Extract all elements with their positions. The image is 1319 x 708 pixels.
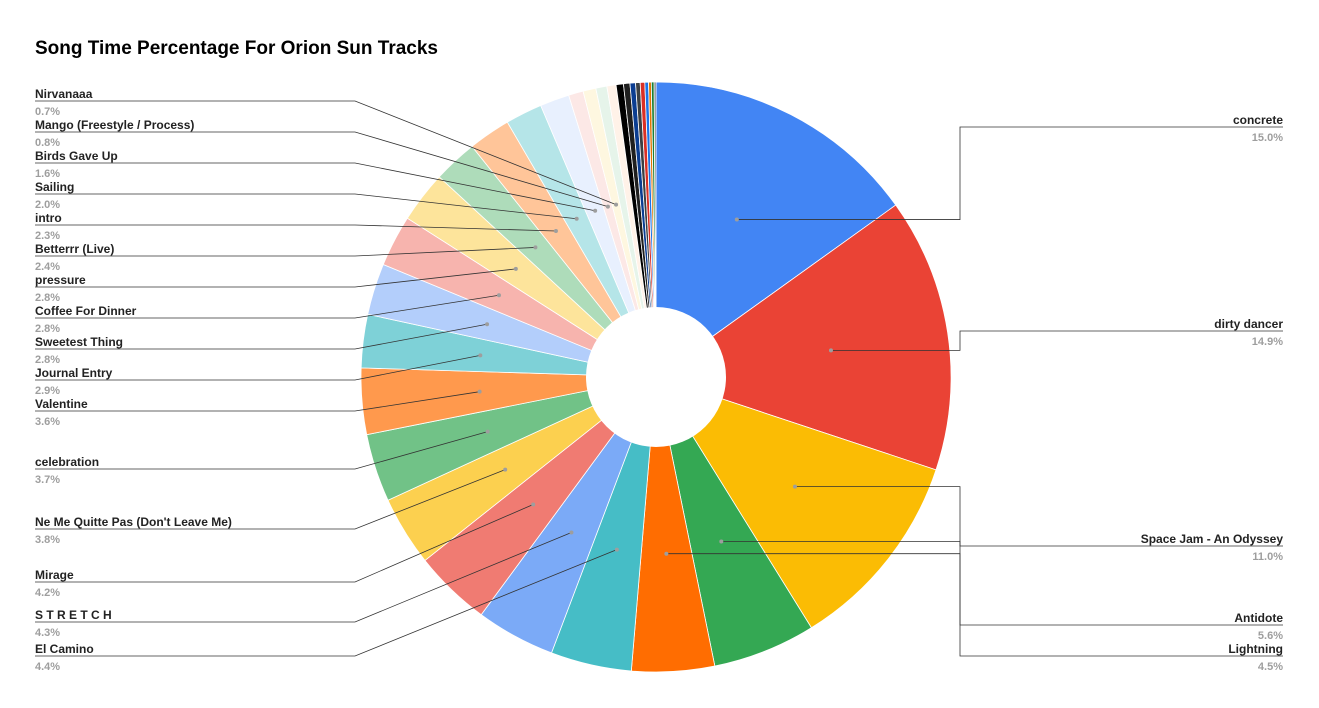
pct-betterrr-live: 2.4% — [35, 261, 60, 273]
dot-antidote — [719, 539, 724, 544]
leader-el-camino — [35, 549, 618, 657]
dot-journal-entry — [478, 353, 483, 358]
label-s-t-r-e-t-c-h: S T R E T C H — [35, 608, 112, 622]
label-coffee-for-dinner: Coffee For Dinner — [35, 304, 137, 318]
leader-s-t-r-e-t-c-h — [35, 532, 572, 623]
label-el-camino: El Camino — [35, 642, 94, 656]
leader-lightning — [666, 553, 1283, 657]
slice-dirty-dancer — [655, 204, 952, 471]
pct-s-t-r-e-t-c-h: 4.3% — [35, 627, 60, 639]
label-concrete: concrete — [1233, 113, 1283, 127]
pct-space-jam-an-odyssey: 11.0% — [1252, 551, 1283, 563]
label-birds-gave-up: Birds Gave Up — [35, 149, 118, 163]
dot-concrete — [734, 217, 739, 222]
dot-coffee-for-dinner — [496, 293, 501, 298]
leader-mirage — [35, 504, 534, 583]
dot-betterrr-live — [533, 245, 538, 250]
label-intro: intro — [35, 211, 62, 225]
label-nirvanaaa: Nirvanaaa — [35, 87, 93, 101]
label-sweetest-thing: Sweetest Thing — [35, 335, 123, 349]
pct-ne-me-quitte-pas-don-t-leave-me: 3.8% — [35, 534, 60, 546]
pct-mirage: 4.2% — [35, 587, 60, 599]
label-betterrr-live: Betterrr (Live) — [35, 242, 114, 256]
pct-celebration: 3.7% — [35, 474, 60, 486]
pct-antidote: 5.6% — [1258, 630, 1283, 642]
dot-space-jam-an-odyssey — [792, 484, 797, 489]
label-dirty-dancer: dirty dancer — [1214, 317, 1283, 331]
dot-sweetest-thing — [485, 322, 490, 327]
leader-ne-me-quitte-pas-don-t-leave-me — [35, 469, 506, 530]
pct-el-camino: 4.4% — [35, 661, 60, 673]
leader-valentine — [35, 391, 480, 412]
leader-sailing — [35, 193, 577, 220]
dot-celebration — [485, 429, 490, 434]
slice-space-jam-an-odyssey — [655, 376, 937, 629]
pct-coffee-for-dinner: 2.8% — [35, 323, 60, 335]
leader-coffee-for-dinner — [35, 294, 500, 319]
leader-birds-gave-up — [35, 162, 596, 212]
pct-birds-gave-up: 1.6% — [35, 168, 60, 180]
leader-mango-freestyle-process — [35, 131, 609, 208]
chart-title: Song Time Percentage For Orion Sun Track… — [35, 38, 438, 59]
label-pressure: pressure — [35, 273, 86, 287]
dot-valentine — [477, 389, 482, 394]
label-journal-entry: Journal Entry — [35, 366, 113, 380]
pct-intro: 2.3% — [35, 230, 60, 242]
label-space-jam-an-odyssey: Space Jam - An Odyssey — [1141, 532, 1284, 546]
pct-sweetest-thing: 2.8% — [35, 354, 60, 366]
leader-space-jam-an-odyssey — [794, 486, 1283, 547]
dot-nirvanaaa — [614, 202, 619, 207]
leader-pressure — [35, 268, 516, 288]
leader-betterrr-live — [35, 247, 536, 257]
label-leaders — [35, 100, 1283, 657]
pie-slices — [360, 81, 952, 673]
label-celebration: celebration — [35, 455, 99, 469]
label-sailing: Sailing — [35, 180, 74, 194]
pct-mango-freestyle-process: 0.8% — [35, 137, 60, 149]
dot-pressure — [513, 266, 518, 271]
pct-sailing: 2.0% — [35, 199, 60, 211]
dot-sailing — [574, 216, 579, 221]
dot-ne-me-quitte-pas-don-t-leave-me — [503, 467, 508, 472]
dot-lightning — [664, 551, 669, 556]
pct-dirty-dancer: 14.9% — [1252, 336, 1283, 348]
pct-pressure: 2.8% — [35, 292, 60, 304]
leader-sweetest-thing — [35, 323, 488, 350]
dot-el-camino — [614, 547, 619, 552]
label-valentine: Valentine — [35, 397, 88, 411]
slice-unlabeled-10 — [653, 81, 657, 378]
leader-dirty-dancer — [830, 330, 1283, 351]
pct-concrete: 15.0% — [1252, 132, 1283, 144]
dot-dirty-dancer — [828, 348, 833, 353]
label-lightning: Lightning — [1228, 642, 1283, 656]
dot-mango-freestyle-process — [605, 204, 610, 209]
leader-concrete — [736, 126, 1283, 220]
slice-labels: concrete 15.0% dirty dancer 14.9% Space Jam … — [35, 87, 1283, 673]
leader-celebration — [35, 431, 488, 470]
leader-intro — [35, 224, 556, 232]
pct-lightning: 4.5% — [1258, 661, 1283, 673]
donut-hole — [586, 307, 726, 447]
label-ne-me-quitte-pas-don-t-leave-me: Ne Me Quitte Pas (Don't Leave Me) — [35, 515, 232, 529]
leader-journal-entry — [35, 354, 481, 381]
label-mirage: Mirage — [35, 568, 74, 582]
pct-nirvanaaa: 0.7% — [35, 106, 60, 118]
label-mango-freestyle-process: Mango (Freestyle / Process) — [35, 118, 194, 132]
leader-nirvanaaa — [35, 100, 617, 205]
dot-birds-gave-up — [593, 208, 598, 213]
dot-intro — [553, 228, 558, 233]
pct-valentine: 3.6% — [35, 416, 60, 428]
dot-mirage — [531, 502, 536, 507]
pct-journal-entry: 2.9% — [35, 385, 60, 397]
dot-s-t-r-e-t-c-h — [569, 530, 574, 535]
label-antidote: Antidote — [1234, 611, 1283, 625]
slice-concrete — [655, 81, 897, 378]
